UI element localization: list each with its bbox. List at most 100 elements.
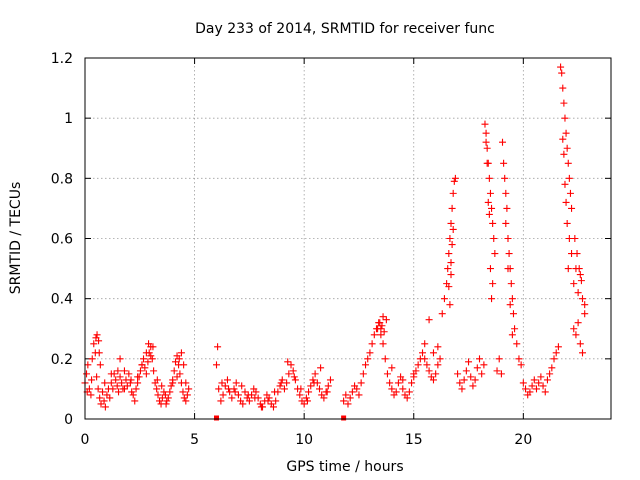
data-point xyxy=(362,361,370,369)
data-point xyxy=(405,388,413,396)
data-point xyxy=(251,394,259,402)
data-point xyxy=(162,400,170,408)
x-tick-label: 0 xyxy=(81,432,90,448)
data-point xyxy=(291,376,299,384)
data-point xyxy=(379,340,387,348)
data-point xyxy=(145,340,153,348)
data-point xyxy=(378,322,386,330)
data-point xyxy=(448,241,456,249)
data-point xyxy=(323,388,331,396)
x-tick-label: 10 xyxy=(295,432,313,448)
data-point xyxy=(234,391,242,399)
data-point xyxy=(232,379,240,387)
data-point xyxy=(410,370,418,378)
data-point xyxy=(125,370,133,378)
data-point xyxy=(575,265,583,273)
data-point xyxy=(522,385,530,393)
data-point xyxy=(179,388,187,396)
data-point xyxy=(368,340,376,348)
data-point xyxy=(120,385,128,393)
data-point xyxy=(300,400,308,408)
data-point xyxy=(134,379,142,387)
y-tick-label: 0.8 xyxy=(51,171,73,187)
data-point xyxy=(223,376,231,384)
data-point xyxy=(182,379,190,387)
data-point xyxy=(486,265,494,273)
data-point xyxy=(504,265,512,273)
data-point xyxy=(526,388,534,396)
data-point xyxy=(493,367,501,375)
data-point xyxy=(408,379,416,387)
data-point xyxy=(446,301,454,309)
data-point xyxy=(177,349,185,357)
data-point xyxy=(434,343,442,351)
data-point xyxy=(120,367,128,375)
data-point xyxy=(87,391,95,399)
data-point xyxy=(309,376,317,384)
data-point xyxy=(535,379,543,387)
data-point xyxy=(564,159,572,167)
data-point xyxy=(83,370,91,378)
data-point xyxy=(554,343,562,351)
data-point xyxy=(448,204,456,212)
data-point xyxy=(446,235,454,242)
data-point xyxy=(99,388,107,396)
data-point xyxy=(158,382,166,390)
data-point xyxy=(436,355,444,363)
data-point xyxy=(485,210,493,218)
data-point xyxy=(136,367,144,375)
data-point xyxy=(107,379,115,387)
data-point xyxy=(355,391,363,399)
data-point xyxy=(511,325,519,333)
data-point xyxy=(342,391,350,399)
data-point xyxy=(581,310,589,318)
data-point xyxy=(560,150,568,158)
data-point xyxy=(112,376,120,384)
y-axis-label: SRMTID / TECUs xyxy=(8,182,24,295)
data-point xyxy=(505,250,513,258)
data-point xyxy=(115,388,123,396)
data-point xyxy=(231,388,239,396)
x-tick-label: 5 xyxy=(190,432,199,448)
data-point xyxy=(140,355,148,363)
data-point xyxy=(153,376,161,384)
data-point xyxy=(421,340,429,348)
data-point xyxy=(324,382,332,390)
data-point xyxy=(519,379,527,387)
data-point xyxy=(93,331,101,339)
data-point xyxy=(425,316,433,324)
data-point xyxy=(132,385,140,393)
data-point xyxy=(504,235,512,242)
data-point xyxy=(403,394,411,402)
data-point xyxy=(565,174,573,182)
data-point xyxy=(285,370,293,378)
data-point xyxy=(445,283,453,291)
data-point xyxy=(462,367,470,375)
data-point xyxy=(513,340,521,348)
data-point xyxy=(101,403,109,411)
data-point xyxy=(563,219,571,227)
data-point xyxy=(244,391,252,399)
data-point xyxy=(138,361,146,369)
data-point xyxy=(579,349,587,357)
data-point xyxy=(425,367,433,375)
data-point xyxy=(447,259,455,267)
data-point xyxy=(93,373,101,381)
data-point xyxy=(149,343,157,351)
data-point xyxy=(280,385,288,393)
data-point xyxy=(221,382,229,390)
data-point xyxy=(153,385,161,393)
data-point xyxy=(486,189,494,197)
data-point xyxy=(164,394,172,402)
data-point xyxy=(84,361,92,369)
data-point xyxy=(95,349,103,357)
data-point xyxy=(169,379,177,387)
data-point xyxy=(154,391,162,399)
data-point xyxy=(490,235,498,242)
data-point xyxy=(344,400,352,408)
data-point xyxy=(290,373,298,381)
data-point xyxy=(451,174,459,182)
data-point xyxy=(264,397,272,405)
data-point xyxy=(382,316,390,324)
